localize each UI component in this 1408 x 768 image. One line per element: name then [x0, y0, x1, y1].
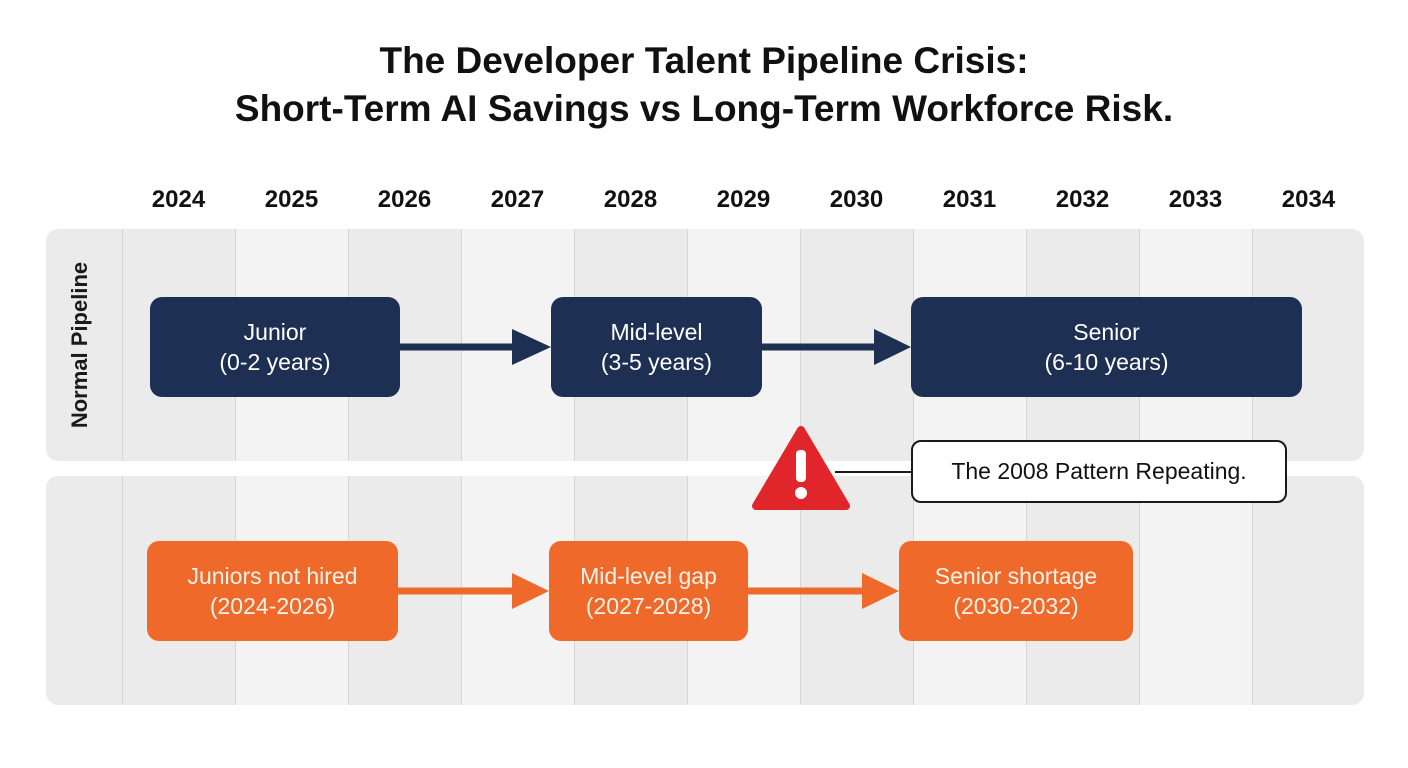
stage-title: Juniors not hired — [187, 563, 358, 589]
year-label: 2026 — [377, 186, 432, 213]
year-label: 2031 — [942, 186, 997, 213]
stage-mid-level: Mid-level (3-5 years) — [551, 297, 762, 397]
stage-range: (2030-2032) — [953, 593, 1079, 619]
year-column — [1139, 476, 1252, 705]
year-label: 2034 — [1281, 186, 1336, 213]
year-label: 2029 — [716, 186, 771, 213]
stage-mid-level-gap: Mid-level gap (2027-2028) — [549, 541, 748, 641]
year-label: 2027 — [490, 186, 545, 213]
diagram-title-line-2: Short-Term AI Savings vs Long-Term Workf… — [234, 88, 1174, 129]
year-column — [800, 476, 913, 705]
warning-callout: The 2008 Pattern Repeating. — [911, 440, 1287, 503]
stage-juniors-not-hired: Juniors not hired (2024-2026) — [147, 541, 398, 641]
stage-title: Senior — [1073, 319, 1140, 345]
stage-junior: Junior (0-2 years) — [150, 297, 400, 397]
stage-range: (3-5 years) — [600, 349, 713, 375]
stage-title: Mid-level — [610, 319, 703, 345]
year-label: 2033 — [1168, 186, 1223, 213]
stage-range: (0-2 years) — [219, 349, 331, 375]
year-label: 2032 — [1055, 186, 1110, 213]
year-label: 2028 — [603, 186, 658, 213]
stage-title: Mid-level gap — [580, 563, 717, 589]
stage-range: (2027-2028) — [585, 593, 712, 619]
stage-range: (6-10 years) — [1044, 349, 1169, 375]
year-column — [800, 229, 913, 461]
stage-title: Junior — [243, 319, 307, 345]
year-column — [1252, 476, 1364, 705]
year-column — [122, 229, 235, 461]
stage-title: Senior shortage — [934, 563, 1098, 589]
warning-callout-text: The 2008 Pattern Repeating. — [951, 458, 1247, 484]
year-label: 2030 — [829, 186, 884, 213]
stage-senior-shortage: Senior shortage (2030-2032) — [899, 541, 1133, 641]
stage-senior: Senior (6-10 years) — [911, 297, 1302, 397]
stage-range: (2024-2026) — [209, 593, 336, 619]
year-column — [122, 476, 235, 705]
year-label: 2025 — [264, 186, 319, 213]
year-label: 2024 — [151, 186, 206, 213]
normal-pipeline-label: Normal Pipeline — [67, 261, 92, 429]
diagram-title-line-1: The Developer Talent Pipeline Crisis: — [379, 40, 1029, 81]
